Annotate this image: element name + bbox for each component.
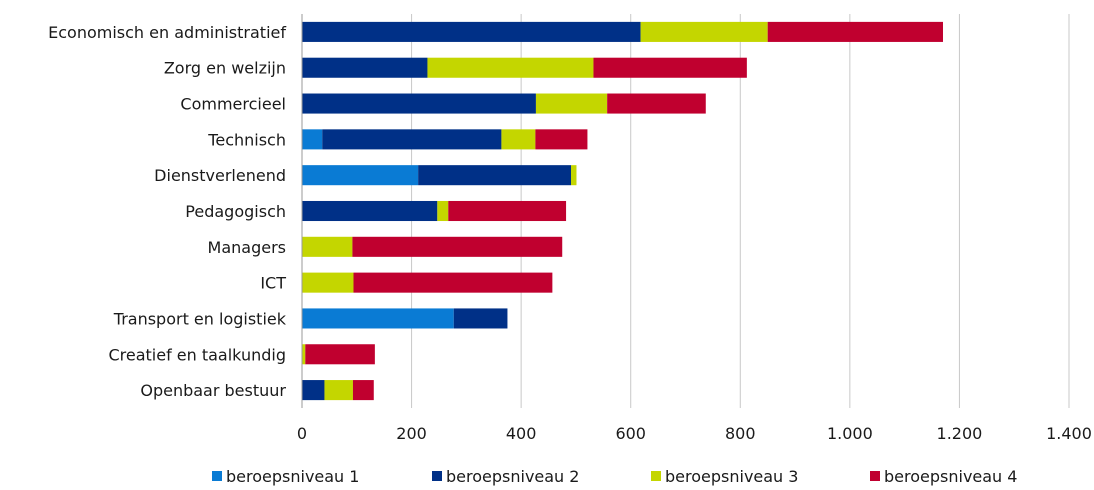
x-tick-label: 200 [396, 424, 427, 443]
category-label: ICT [260, 274, 286, 293]
bar-segment [302, 165, 419, 186]
bar-segment [570, 165, 577, 186]
category-label: Dienstverlenend [154, 166, 286, 185]
category-label: Pedagogisch [185, 202, 286, 221]
bar-segment [593, 57, 747, 78]
bar-segment [352, 236, 563, 257]
legend-swatch [870, 471, 880, 481]
category-label: Openbaar bestuur [140, 381, 286, 400]
legend-swatch [212, 471, 222, 481]
bar-segment [418, 165, 571, 186]
bar-segment [302, 344, 306, 365]
bar-segment [324, 380, 353, 401]
bar-segment [302, 380, 325, 401]
bar-segment [302, 272, 354, 293]
bar-segment [322, 129, 502, 150]
x-tick-label: 800 [725, 424, 756, 443]
bars [302, 21, 943, 401]
bar-segment [448, 200, 567, 222]
category-label: Technisch [207, 130, 286, 149]
gridlines [411, 14, 1070, 408]
bar-segment [352, 380, 374, 401]
legend-label: beroepsniveau 4 [884, 467, 1017, 486]
x-tick-label: 1.200 [937, 424, 983, 443]
x-tick-label: 0 [297, 424, 307, 443]
bar-segment [353, 272, 553, 293]
bar-segment [640, 21, 768, 42]
bar-segment [302, 236, 353, 257]
category-labels: Economisch en administratief Zorg en welz… [48, 23, 287, 400]
bar-segment [535, 93, 608, 114]
category-label: Managers [208, 238, 286, 257]
bar-segment [437, 200, 449, 222]
bar-segment [453, 308, 508, 329]
bar-segment [302, 200, 438, 222]
bar-segment [302, 21, 641, 42]
bar-segment [305, 344, 375, 365]
bar-segment [427, 57, 594, 78]
legend-swatch [651, 471, 661, 481]
x-axis-ticks: 0 200 400 600 800 1.000 1.200 1.400 [297, 424, 1092, 443]
bar-segment [302, 57, 428, 78]
bar-segment [302, 308, 454, 329]
bar-segment [302, 93, 536, 114]
x-tick-label: 600 [615, 424, 646, 443]
x-tick-label: 400 [506, 424, 537, 443]
legend-label: beroepsniveau 1 [226, 467, 359, 486]
legend-label: beroepsniveau 2 [446, 467, 579, 486]
bar-segment [302, 129, 323, 150]
bar-segment [535, 129, 588, 150]
bar-segment [501, 129, 536, 150]
category-label: Zorg en welzijn [164, 59, 286, 78]
category-label: Transport en logistiek [113, 309, 287, 328]
x-tick-label: 1.400 [1046, 424, 1092, 443]
legend: beroepsniveau 1 beroepsniveau 2 beroepsniv… [212, 467, 1017, 486]
legend-swatch [432, 471, 442, 481]
x-tick-label: 1.000 [827, 424, 873, 443]
category-label: Creatief en taalkundig [108, 345, 286, 364]
category-label: Economisch en administratief [48, 23, 286, 42]
bar-segment [767, 21, 943, 42]
bar-segment [607, 93, 706, 114]
legend-label: beroepsniveau 3 [665, 467, 798, 486]
category-label: Commercieel [180, 95, 286, 114]
